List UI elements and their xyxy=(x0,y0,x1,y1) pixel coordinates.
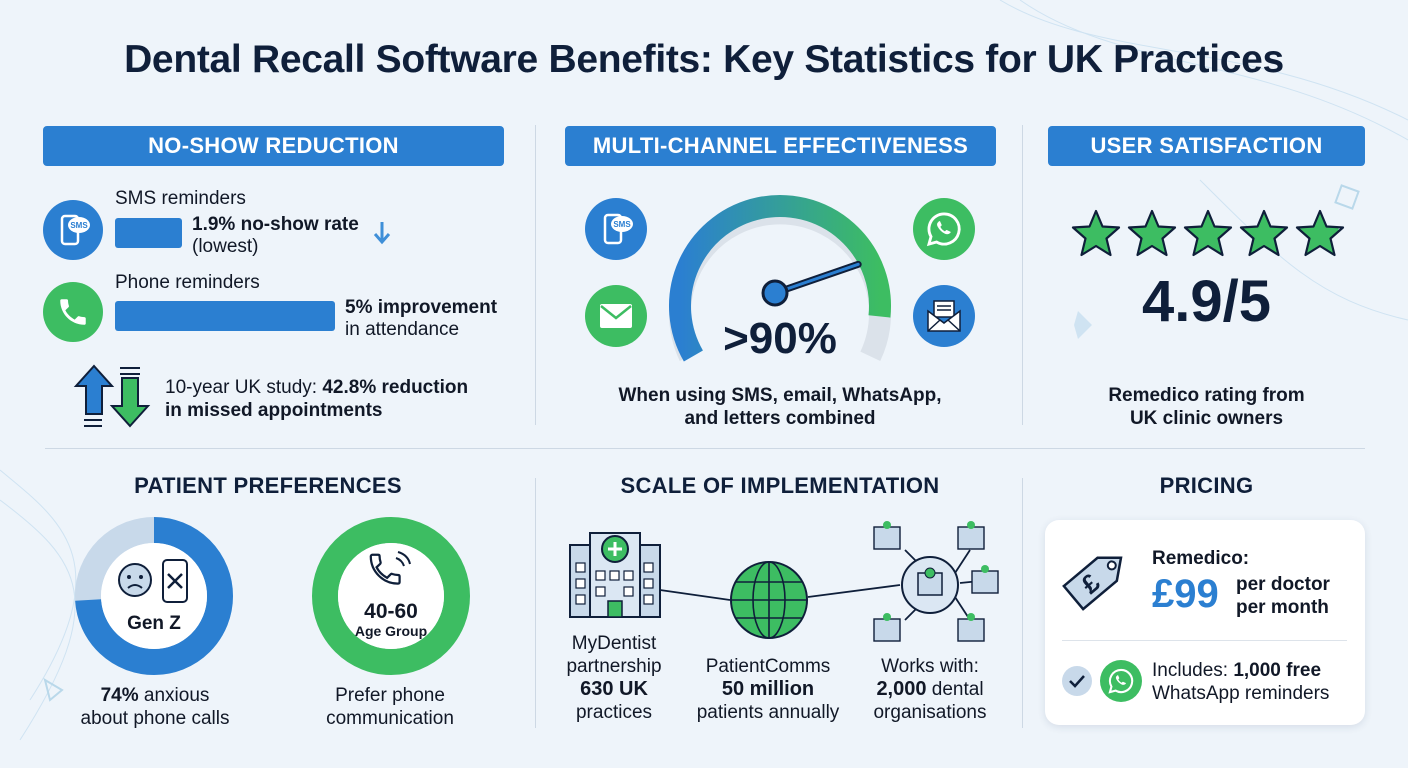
phone-label: Phone reminders xyxy=(115,272,260,293)
pricing-name: Remedico: xyxy=(1152,548,1250,569)
pricing-card xyxy=(1045,520,1365,725)
study-stat: 42.8% reduction xyxy=(322,377,469,398)
star-icon xyxy=(1183,209,1233,257)
patientcomms-text: PatientComms 50 million patients annuall… xyxy=(683,655,853,724)
text-line: practices xyxy=(575,702,653,723)
sms-note: (lowest) xyxy=(192,236,259,257)
patientcomms-stat: 50 million xyxy=(721,678,815,700)
pricing-price: £99 xyxy=(1152,572,1219,616)
text-line: organisations xyxy=(873,702,987,723)
pricing-header: PRICING xyxy=(1159,473,1254,498)
caption-line: Remedico rating from xyxy=(1108,385,1305,406)
age-caption: Prefer phone communication xyxy=(290,684,490,730)
mydentist-text: MyDentist partnership 630 UK practices xyxy=(548,632,680,724)
study-prefix: 10-year UK study: xyxy=(165,377,318,398)
age-donut xyxy=(312,517,470,675)
rating-value: 4.9/5 xyxy=(1142,269,1271,334)
text-line: per month xyxy=(1236,597,1329,618)
caption-line: communication xyxy=(326,708,454,729)
text-line: Includes: xyxy=(1152,660,1229,681)
caption-line: When using SMS, email, WhatsApp, xyxy=(618,385,942,406)
whatsapp-icon xyxy=(913,198,975,260)
letter-icon xyxy=(913,285,975,347)
email-icon xyxy=(585,285,647,347)
study-rest: in missed appointments xyxy=(165,400,383,421)
sms-stat: 1.9% no-show rate xyxy=(192,214,359,235)
no-show-header: NO-SHOW REDUCTION xyxy=(43,126,504,166)
star-icon xyxy=(1295,209,1345,257)
mydentist-stat: 630 UK xyxy=(580,678,648,700)
check-icon xyxy=(1062,666,1092,696)
globe-icon xyxy=(730,561,808,639)
effectiveness-value: >90% xyxy=(723,314,837,363)
free-count: 1,000 free xyxy=(1233,660,1322,681)
text-line: patients annually xyxy=(696,702,840,723)
text-line: partnership xyxy=(566,656,662,677)
age-sublabel: Age Group xyxy=(354,623,428,639)
svg-text:SMS: SMS xyxy=(70,221,88,230)
text-line: Works with: xyxy=(881,656,979,677)
price-tag-icon: £ xyxy=(1062,556,1123,611)
network-diagram xyxy=(569,521,999,642)
works-stat: 2,000 xyxy=(876,678,927,700)
caption-line: and letters combined xyxy=(684,408,876,429)
star-icon xyxy=(1239,209,1289,257)
anxious-face-phone-icon xyxy=(118,559,188,603)
text-line: MyDentist xyxy=(571,633,657,654)
star-rating xyxy=(1070,208,1350,260)
phone-ringing-icon xyxy=(369,551,411,585)
text-line: PatientComms xyxy=(705,656,831,677)
divider xyxy=(1062,640,1347,641)
phone-stat: 5% improvement xyxy=(345,297,498,318)
genz-caption: 74% anxious about phone calls xyxy=(55,684,255,730)
star-icon xyxy=(1071,209,1121,257)
down-arrow-icon xyxy=(373,222,391,245)
whatsapp-icon xyxy=(1100,660,1142,702)
text-line: WhatsApp reminders xyxy=(1152,683,1330,704)
caption-line: UK clinic owners xyxy=(1129,408,1284,429)
sms-bar xyxy=(115,218,182,248)
caption-line: about phone calls xyxy=(80,708,230,729)
divider xyxy=(1022,478,1023,728)
multichannel-caption: When using SMS, email, WhatsApp, and let… xyxy=(560,384,1000,430)
preferences-header: PATIENT PREFERENCES xyxy=(134,473,402,498)
text-line: per doctor xyxy=(1236,574,1330,595)
phone-bar xyxy=(115,301,335,331)
pricing-period: per doctor per month xyxy=(1236,573,1330,619)
divider xyxy=(535,125,536,425)
study-text: 10-year UK study: 42.8% reduction in mis… xyxy=(165,376,505,422)
age-label: 40-60 xyxy=(364,600,418,623)
text-line: dental xyxy=(931,679,984,700)
works-with-text: Works with: 2,000 dental organisations xyxy=(855,655,1005,724)
genz-label: Gen Z xyxy=(127,613,181,634)
building-icon xyxy=(569,532,661,618)
satisfaction-header: USER SATISFACTION xyxy=(1048,126,1365,166)
page-title: Dental Recall Software Benefits: Key Sta… xyxy=(124,38,1284,81)
up-down-arrows-icon xyxy=(73,364,151,428)
scale-header: SCALE OF IMPLEMENTATION xyxy=(620,473,940,498)
genz-stat: 74% xyxy=(100,685,139,706)
pricing-includes: Includes: 1,000 free WhatsApp reminders xyxy=(1152,659,1329,705)
star-icon xyxy=(1127,209,1177,257)
divider xyxy=(1022,125,1023,425)
sms-icon: SMS xyxy=(585,198,647,260)
divider xyxy=(535,478,536,728)
effectiveness-gauge xyxy=(669,195,891,362)
caption-line: Prefer phone xyxy=(335,685,445,706)
phone-note: in attendance xyxy=(345,319,460,340)
svg-text:SMS: SMS xyxy=(613,220,631,229)
sms-phone-icon: SMS xyxy=(43,200,103,260)
multichannel-header: MULTI-CHANNEL EFFECTIVENESS xyxy=(565,126,996,166)
divider xyxy=(45,448,1365,449)
caption-line: anxious xyxy=(143,685,210,706)
decorative-shape xyxy=(1074,311,1092,339)
phone-icon xyxy=(43,282,103,342)
satisfaction-caption: Remedico rating from UK clinic owners xyxy=(1048,384,1365,430)
sms-label: SMS reminders xyxy=(115,188,246,209)
